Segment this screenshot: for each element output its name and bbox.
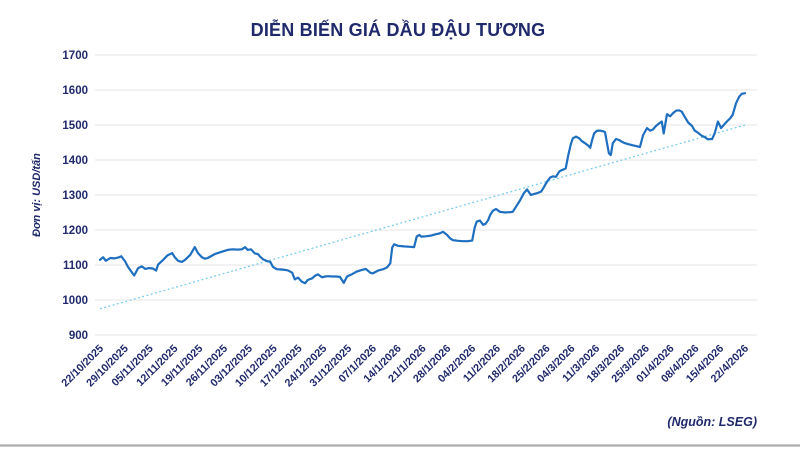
y-tick-label: 1300 [62,190,88,202]
y-axis-title: Đơn vị: USD/tấn [31,153,43,237]
trendline [99,124,746,310]
gridlines [95,54,757,336]
source-note: (Nguồn: LSEG) [667,415,757,429]
x-axis-tick-labels: 22/10/202529/10/202505/11/202512/11/2025… [59,343,751,390]
y-tick-label: 1100 [63,260,88,272]
price-line [98,92,747,285]
y-tick-label: 1400 [62,155,88,167]
y-tick-label: 1200 [62,225,88,237]
y-tick-label: 1500 [62,120,88,132]
y-tick-label: 1700 [62,50,88,62]
chart-title: DIỄN BIẾN GIÁ DẦU ĐẬU TƯƠNG [251,19,546,40]
data-series [98,92,747,310]
y-axis-tick-labels: 900 1000 1100 1200 1300 1400 1500 1600 1700 [62,50,88,342]
y-tick-label: 1600 [62,85,88,97]
y-tick-label: 900 [69,330,88,342]
y-tick-label: 1000 [62,295,88,307]
